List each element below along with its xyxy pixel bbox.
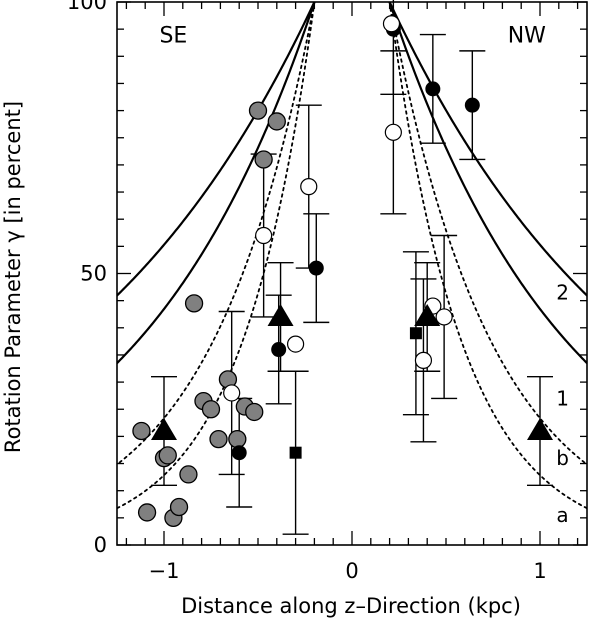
data-point-circle-open-1 bbox=[255, 226, 273, 245]
model-curve-2-nw bbox=[388, 2, 587, 298]
model-curve-b-se bbox=[117, 2, 316, 466]
data-point-circle-open-3 bbox=[300, 178, 318, 196]
data-point-circle-filled-0 bbox=[231, 445, 247, 461]
model-curve-2-se bbox=[117, 2, 316, 298]
x-axis-label: Distance along z–Direction (kpc) bbox=[181, 594, 521, 618]
x-tick-label: 0 bbox=[345, 559, 358, 583]
data-point-circle-gray-11 bbox=[228, 429, 247, 449]
y-tick-label: 100 bbox=[67, 0, 107, 14]
data-point-circle-gray-14 bbox=[184, 294, 204, 313]
model-curve-1-nw bbox=[388, 2, 587, 365]
axes bbox=[116, 1, 588, 546]
data-point-circle-gray-8 bbox=[201, 400, 221, 419]
region-label-nw: NW bbox=[508, 24, 546, 49]
data-point-circle-gray-15 bbox=[254, 150, 273, 169]
curve-label-2: 2 bbox=[556, 281, 569, 305]
data-point-circle-open-6 bbox=[414, 351, 433, 369]
chart-labels: −1 0 1 0 50 100 SE NW 2 1 b a bbox=[67, 0, 569, 583]
curve-label-a: a bbox=[556, 503, 568, 527]
y-axis-label: Rotation Parameter γ [in percent] bbox=[1, 101, 25, 453]
curve-label-1: 1 bbox=[556, 386, 569, 410]
data-point-triangle-2 bbox=[414, 303, 441, 326]
data-point-circle-gray-17 bbox=[248, 101, 268, 120]
data-point-triangle-3 bbox=[527, 417, 553, 440]
x-tick-label: 1 bbox=[533, 559, 546, 583]
data-point-circle-open-2 bbox=[287, 335, 305, 353]
data-point-circle-open-0 bbox=[223, 384, 241, 402]
data-point-circle-open-8 bbox=[435, 308, 453, 326]
data-point-circle-open-5 bbox=[384, 123, 402, 141]
region-label-se: SE bbox=[159, 24, 187, 49]
data-point-circle-filled-1 bbox=[271, 342, 287, 358]
model-curves bbox=[117, 2, 587, 510]
data-point-circle-gray-3 bbox=[179, 465, 198, 484]
model-curve-a-nw bbox=[388, 2, 587, 510]
data-point-circle-gray-9 bbox=[209, 429, 228, 449]
error-bars bbox=[151, 0, 553, 535]
data-point-circle-gray-13 bbox=[245, 402, 264, 422]
model-curve-1-se bbox=[117, 2, 316, 365]
data-point-circle-filled-2 bbox=[308, 260, 324, 276]
x-tick-label: −1 bbox=[149, 559, 180, 583]
data-point-circle-gray-4 bbox=[137, 503, 157, 522]
data-point-circle-gray-16 bbox=[267, 112, 286, 131]
data-point-circle-gray-2 bbox=[158, 446, 177, 465]
data-point-square-1 bbox=[409, 327, 422, 340]
data-point-circle-gray-6 bbox=[169, 497, 189, 517]
y-tick-label: 0 bbox=[94, 533, 107, 557]
data-markers bbox=[132, 15, 553, 527]
data-point-triangle-1 bbox=[267, 303, 294, 326]
data-point-triangle-0 bbox=[151, 417, 177, 440]
model-curve-b-nw bbox=[388, 2, 587, 466]
y-tick-label: 50 bbox=[80, 262, 107, 286]
curve-label-b: b bbox=[556, 446, 569, 470]
plot-frame bbox=[116, 1, 588, 546]
data-point-circle-filled-5 bbox=[464, 97, 480, 113]
data-point-square-0 bbox=[289, 446, 302, 459]
data-point-circle-open-4 bbox=[382, 15, 401, 33]
data-point-circle-gray-0 bbox=[132, 421, 151, 441]
data-point-circle-filled-4 bbox=[425, 81, 441, 97]
